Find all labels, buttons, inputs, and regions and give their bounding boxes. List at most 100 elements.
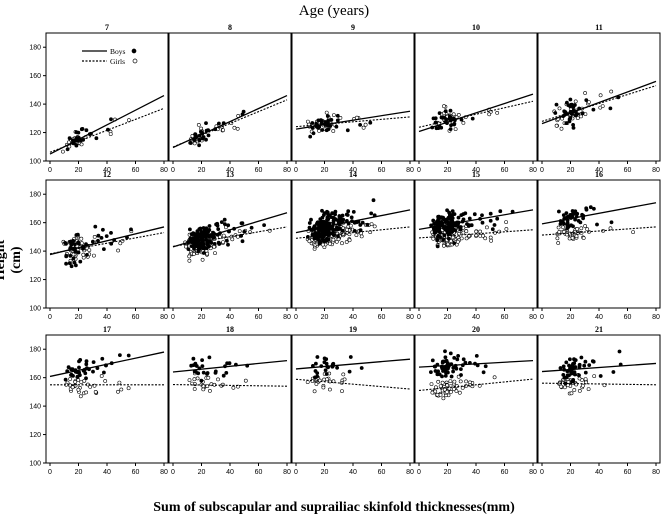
boys-point [430,358,435,363]
panel-frame [291,32,415,162]
boys-fit-line [172,212,288,248]
girls-fit-line [541,382,657,386]
boys-point [206,240,211,245]
boys-point [448,351,453,356]
boys-point [570,369,575,374]
x-tick-label: 40 [226,167,234,174]
boys-point [334,124,339,129]
girls-point [221,240,226,245]
x-tick-label: 60 [624,314,632,321]
boys-fit-line [418,93,534,133]
x-tick-label: 0 [48,314,52,321]
boys-point [573,358,578,363]
panel-age-21: 21 0 20 40 60 80 [537,325,661,476]
boys-point [309,217,313,222]
x-tick-label: 80 [406,167,414,174]
panel-title: 20 [472,325,480,334]
boys-point [74,263,78,268]
girls-point [504,220,509,225]
girls-fit-line [541,226,657,236]
boys-point [578,220,583,225]
boys-point [461,212,466,217]
girls-point [460,385,465,390]
boys-point [368,120,373,125]
boys-point [435,244,440,249]
panel-title: 12 [103,170,111,179]
boys-point [201,370,206,375]
girls-point [575,116,580,121]
x-tick-label: 0 [294,167,298,174]
x-tick-label: 40 [472,167,480,174]
boys-point [588,205,593,210]
boys-fit-line [295,358,411,370]
x-tick-label: 0 [540,167,544,174]
boys-point [328,124,333,128]
x-tick-label: 40 [595,314,603,321]
boys-fit-line [49,94,165,155]
girls-point [459,236,464,241]
boys-point [324,361,329,366]
boys-point [584,207,589,212]
boys-point [202,231,207,236]
boys-point [444,370,448,375]
girls-point [314,382,319,386]
panel-age-11: 11 0 20 40 60 80 [537,23,661,174]
x-tick-label: 0 [294,314,298,321]
girls-point [331,129,336,133]
boys-point [219,220,224,225]
girls-point [577,376,582,381]
x-tick-label: 80 [160,469,168,476]
y-tick-label: 100 [29,159,41,166]
boys-point [242,229,247,234]
boys-fit-line [541,80,657,125]
boys-point [587,363,592,368]
girls-point [583,224,588,228]
boys-point [359,366,364,370]
y-tick-label: 140 [29,102,41,109]
panel-title: 15 [472,170,480,179]
girls-point [557,229,562,234]
boys-point [324,228,329,233]
girls-point [587,100,591,105]
boys-point [200,364,205,369]
boys-point [498,209,503,214]
boys-point [448,108,453,113]
boys-point [91,239,95,244]
x-tick-label: 80 [652,314,660,321]
boys-point [320,128,325,132]
boys-point [204,237,209,242]
girls-point [562,229,567,234]
boys-point [452,122,457,127]
boys-point [326,217,331,222]
boys-point [67,261,72,266]
overall-title: Age (years) [298,3,370,19]
girls-point [435,392,440,397]
boys-point [443,349,447,354]
boys-point [199,130,204,134]
x-tick-label: 0 [417,314,421,321]
girls-point [445,242,450,247]
boys-point [480,220,485,225]
girls-point [464,229,469,234]
girls-point [305,119,310,124]
panel-frame [291,334,415,464]
girls-point [191,252,196,256]
boys-point [571,377,576,382]
boys-point [571,123,576,127]
girls-point [556,225,561,230]
x-tick-label: 40 [595,469,603,476]
boys-point [249,225,254,230]
girls-point [585,227,590,232]
boys-point [77,365,81,370]
boys-point [467,216,472,221]
boys-point [126,353,131,358]
x-tick-label: 20 [321,314,329,321]
boys-point [351,209,356,214]
boys-point [436,126,441,131]
girls-point [461,230,466,235]
girls-point [76,387,81,392]
boys-point [573,113,578,118]
boys-point [101,227,105,232]
boys-point [565,100,569,105]
boys-point [315,355,320,359]
